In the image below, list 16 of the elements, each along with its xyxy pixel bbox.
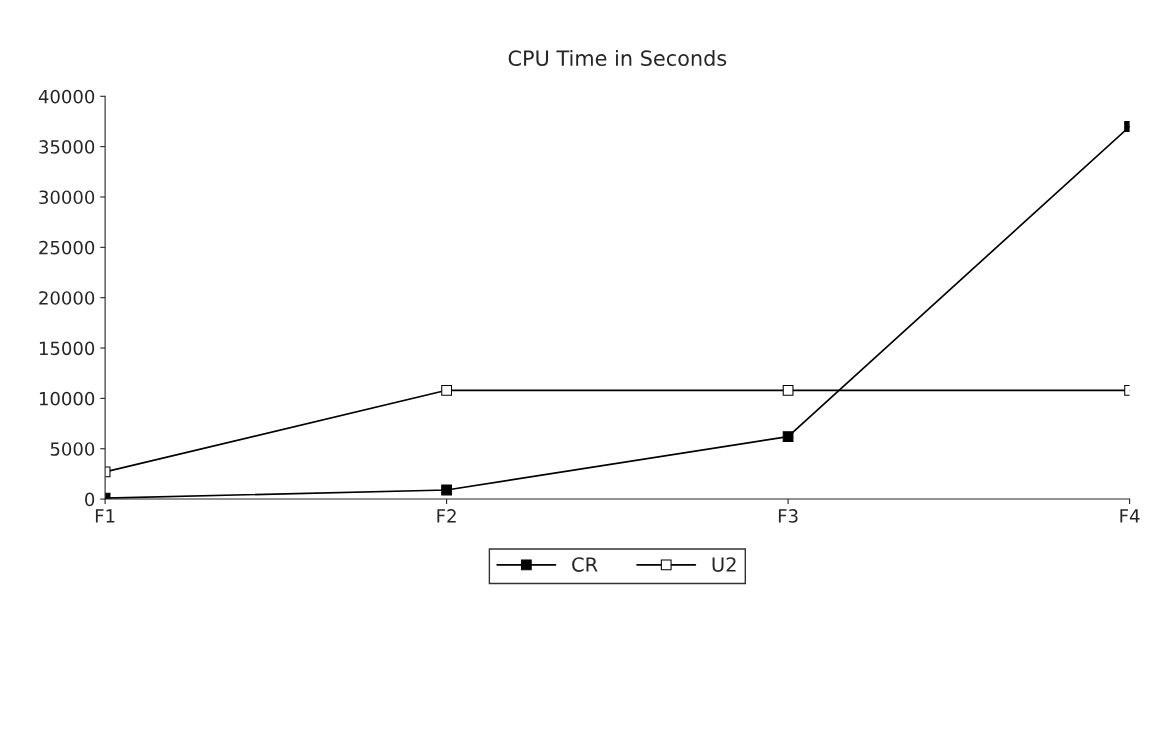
legend-label: CR	[572, 557, 598, 572]
y-tick-label: 40000	[38, 89, 95, 104]
y-tick-label: 10000	[39, 391, 95, 406]
x-tick-label: F4	[1120, 509, 1140, 523]
x-tick-label: F2	[437, 509, 456, 523]
y-tick-label: 15000	[39, 341, 95, 356]
y-tick-label: 30000	[39, 190, 95, 205]
chart-title: CPU Time in Seconds	[508, 49, 727, 67]
legend-label: U2	[712, 557, 736, 572]
y-tick-label: 20000	[39, 291, 95, 305]
x-tick-label: F3	[778, 509, 798, 523]
y-tick-label: 0	[85, 492, 95, 507]
y-tick-label: 25000	[39, 240, 95, 255]
y-tick-label: 35000	[39, 140, 95, 154]
x-tick-label: F1	[95, 509, 115, 523]
y-tick-label: 5000	[50, 442, 95, 456]
